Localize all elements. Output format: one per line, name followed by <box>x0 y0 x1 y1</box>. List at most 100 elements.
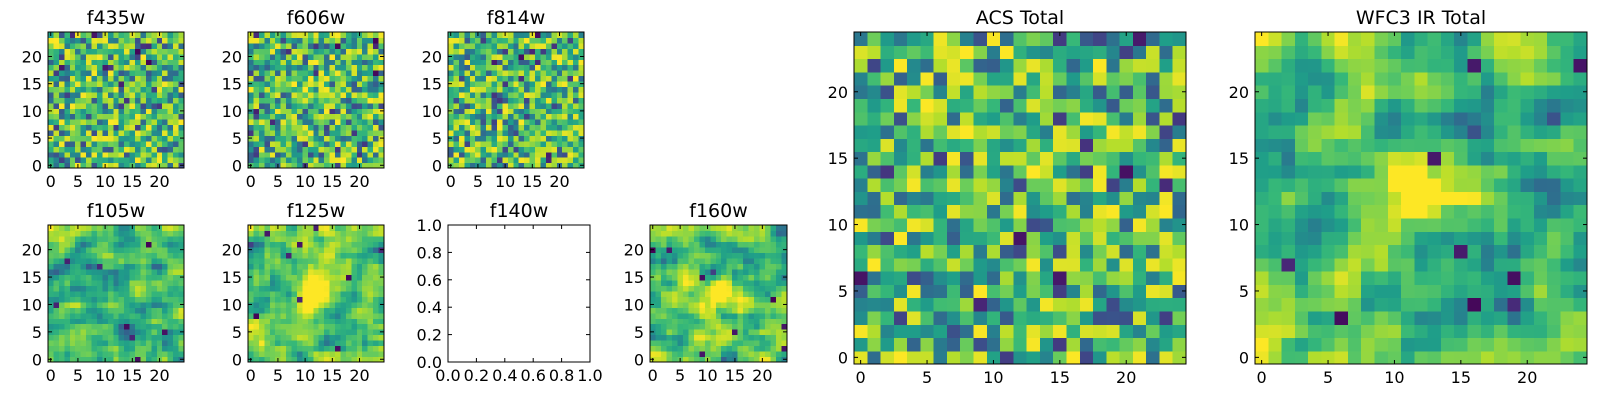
heatmap-cell <box>1507 178 1522 192</box>
heatmap-cell <box>666 241 673 248</box>
heatmap-cell <box>748 230 755 237</box>
heatmap-cell <box>907 310 921 325</box>
heatmap-cell <box>275 274 282 281</box>
heatmap-cell <box>102 48 109 55</box>
heatmap-cell <box>69 91 76 98</box>
heatmap-cell <box>302 135 309 142</box>
x-tick-label: 20 <box>149 366 169 385</box>
heatmap-cell <box>710 340 717 347</box>
heatmap-cell <box>496 129 503 136</box>
heatmap-cell <box>513 53 520 60</box>
heatmap-cell <box>264 345 271 352</box>
heatmap-cell <box>178 252 185 259</box>
heatmap-cell <box>480 32 487 39</box>
heatmap-cell <box>362 53 369 60</box>
heatmap-cell <box>1000 191 1014 206</box>
heatmap-cell <box>946 204 961 219</box>
heatmap-cell <box>91 340 98 347</box>
heatmap-cell <box>275 235 282 243</box>
heatmap-cell <box>162 312 169 319</box>
heatmap-cell <box>351 80 358 87</box>
heatmap-cell <box>1106 85 1121 99</box>
heatmap-cell <box>286 334 293 341</box>
heatmap-cell <box>178 151 185 158</box>
heatmap-cell <box>53 146 60 153</box>
heatmap-cell <box>715 246 722 253</box>
heatmap-cell <box>335 32 342 39</box>
heatmap-cell <box>710 285 717 292</box>
heatmap-cell <box>173 86 180 93</box>
heatmap-cell <box>269 340 276 347</box>
heatmap-cell <box>64 351 71 358</box>
heatmap-cell <box>302 334 309 341</box>
heatmap-cell <box>655 235 662 243</box>
heatmap-cell <box>318 252 325 259</box>
heatmap-cell <box>1281 204 1296 219</box>
heatmap-cell <box>75 91 82 98</box>
heatmap-cell <box>867 231 882 246</box>
heatmap-cell <box>107 119 114 126</box>
heatmap-cell <box>135 91 142 98</box>
heatmap-cell <box>178 32 185 39</box>
heatmap-cell <box>491 140 498 147</box>
heatmap-cell <box>162 108 169 115</box>
heatmap-cell <box>291 129 298 136</box>
heatmap-cell <box>48 113 55 120</box>
heatmap-cell <box>513 64 520 71</box>
heatmap-cell <box>378 235 385 243</box>
heatmap-cell <box>893 138 908 153</box>
heatmap-cell <box>1573 204 1588 219</box>
heatmap-cell <box>715 274 722 281</box>
heatmap-cell <box>351 151 358 158</box>
heatmap-cell <box>880 124 895 139</box>
heatmap-cell <box>140 257 147 264</box>
heatmap-cell <box>373 135 380 142</box>
heatmap-cell <box>75 351 82 358</box>
heatmap-cell <box>335 279 342 286</box>
heatmap-cell <box>1053 337 1068 352</box>
heatmap-cell <box>124 329 131 336</box>
heatmap-cell <box>140 356 147 363</box>
heatmap-cell <box>1454 178 1469 192</box>
heatmap-cell <box>124 279 131 286</box>
heatmap-cell <box>286 279 293 286</box>
heatmap-cell <box>1255 284 1269 299</box>
heatmap-cell <box>770 340 777 347</box>
heatmap-cell <box>946 32 961 46</box>
heatmap-cell <box>64 97 71 104</box>
heatmap-cell <box>96 268 103 275</box>
heatmap-cell <box>291 225 298 232</box>
heatmap-cell <box>69 97 76 104</box>
heatmap-cell <box>573 32 580 39</box>
heatmap-cell <box>1132 204 1147 219</box>
heatmap-cell <box>280 157 287 164</box>
heatmap-cell <box>291 285 298 292</box>
heatmap-cell <box>313 323 320 330</box>
heatmap-cell <box>475 135 482 142</box>
heatmap-cell <box>732 274 739 281</box>
heatmap-cell <box>48 75 55 82</box>
heatmap-cell <box>453 70 460 77</box>
heatmap-cell <box>86 257 93 264</box>
heatmap-cell <box>699 235 706 243</box>
heatmap-cell <box>173 274 180 281</box>
heatmap-cell <box>1132 85 1147 99</box>
heatmap-cell <box>329 80 336 87</box>
heatmap-cell <box>496 32 503 39</box>
heatmap-cell <box>893 310 908 325</box>
heatmap-cell <box>1079 350 1094 365</box>
heatmap-cell <box>113 241 120 248</box>
heatmap-cell <box>313 113 320 120</box>
heatmap-cell <box>80 119 87 126</box>
heatmap-cell <box>556 42 563 49</box>
heatmap-cell <box>91 252 98 259</box>
heatmap-cell <box>113 296 120 303</box>
heatmap-cell <box>162 290 169 297</box>
heatmap-cell <box>356 119 363 126</box>
heatmap-cell <box>475 113 482 120</box>
y-tick-label: 15 <box>422 75 442 94</box>
heatmap-cell <box>307 91 314 98</box>
heatmap-cell <box>529 42 536 49</box>
heatmap-cell <box>178 225 185 232</box>
heatmap-cell <box>151 140 158 147</box>
